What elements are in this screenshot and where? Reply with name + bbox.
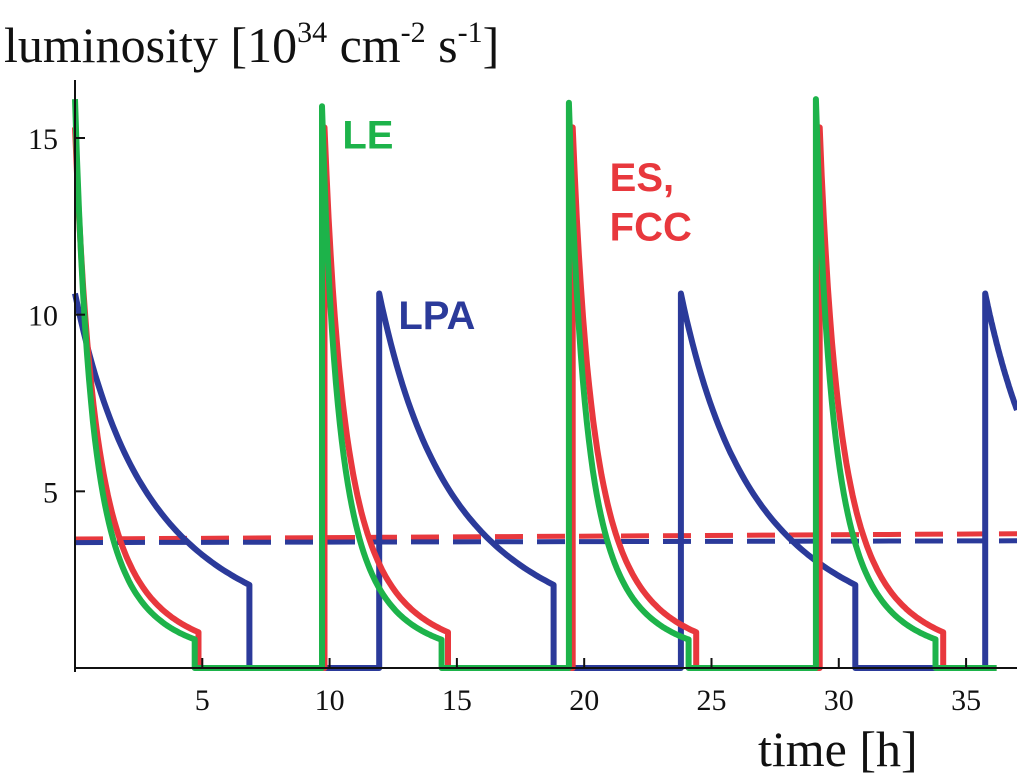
y-axis-label-mid1: cm — [327, 17, 401, 73]
series-line-es-fcc — [72, 124, 997, 671]
x-tick-label-5: 5 — [195, 684, 210, 717]
y-axis-label-exp3: -1 — [458, 16, 483, 49]
y-axis-label-base: luminosity [10 — [4, 17, 297, 73]
y-axis-label-exp1: 34 — [297, 16, 327, 49]
x-axis-label: time [h] — [758, 721, 918, 777]
x-tick-label-30: 30 — [824, 684, 854, 717]
axis-ticks: 5 10 15 20 25 30 35 5 10 15 — [28, 123, 981, 717]
y-axis-label-exp2: -2 — [401, 16, 426, 49]
y-tick-label-10: 10 — [28, 300, 58, 333]
x-tick-label-25: 25 — [696, 684, 726, 717]
x-tick-label-20: 20 — [569, 684, 599, 717]
y-axis-label-end: ] — [483, 17, 500, 73]
plot-area — [72, 96, 1017, 671]
x-tick-label-15: 15 — [442, 684, 472, 717]
series-label-fcc: FCC — [610, 205, 692, 249]
y-axis-label: luminosity [1034 cm-2 s-1] — [4, 16, 499, 73]
series-label-le: LE — [342, 114, 393, 158]
series-label-lpa: LPA — [398, 294, 475, 338]
series-line-le — [72, 96, 997, 671]
y-tick-label-5: 5 — [43, 476, 58, 509]
x-tick-label-10: 10 — [315, 684, 345, 717]
y-tick-label-15: 15 — [28, 123, 58, 156]
reference-line-0 — [74, 531, 1017, 542]
reference-line-1 — [74, 538, 1017, 546]
series-labels: LE LPA ES, FCC — [342, 114, 692, 338]
y-axis-label-mid2: s — [426, 17, 458, 73]
series-label-es: ES, — [610, 156, 674, 200]
x-tick-label-35: 35 — [951, 684, 981, 717]
series-line-lpa — [72, 290, 1017, 671]
